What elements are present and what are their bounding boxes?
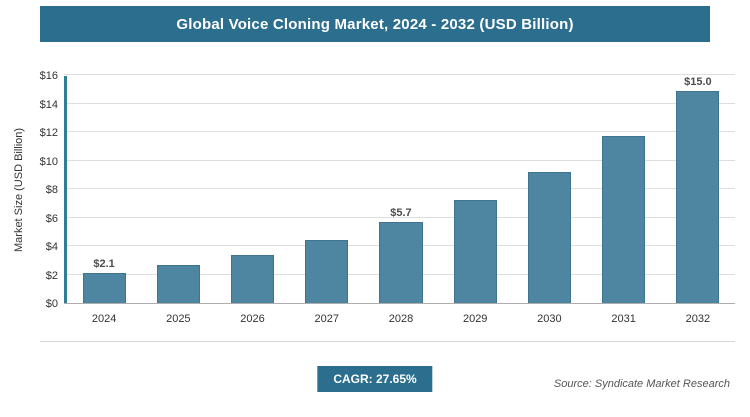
- bar-2030: [527, 171, 571, 303]
- bar-column-2026: [215, 76, 289, 303]
- page-title: Global Voice Cloning Market, 2024 - 2032…: [176, 15, 574, 33]
- y-tick-label: $8: [45, 184, 58, 196]
- y-axis-ticks: $0 $2 $4 $6 $8 $10 $12 $14 $16: [28, 70, 64, 310]
- plot-area: $2.1 $5.7 $15.0: [64, 74, 735, 304]
- bar-column-2024: $2.1: [67, 76, 141, 303]
- chart-title-banner: Global Voice Cloning Market, 2024 - 2032…: [40, 6, 710, 42]
- y-axis-title: Market Size (USD Billion): [13, 127, 25, 253]
- bar-2026: [231, 254, 275, 303]
- y-tick-label: $12: [39, 127, 58, 139]
- bar-2031: [602, 136, 646, 303]
- bar-2032: [676, 91, 720, 303]
- gridline: [64, 74, 735, 75]
- bar-column-2025: [141, 76, 215, 303]
- bar-column-2028: $5.7: [364, 76, 438, 303]
- x-tick-label-2032: 2032: [685, 313, 711, 325]
- bar-2028: [379, 221, 423, 303]
- plot-column: $2.1 $5.7 $15.0 2024 2025 2026 2027 2028 2029 20…: [64, 74, 735, 325]
- bar-chart: Market Size (USD Billion) $0 $2 $4 $6 $8 $10 $…: [10, 70, 735, 325]
- bar-2025: [156, 264, 200, 303]
- bars-container: $2.1 $5.7 $15.0: [67, 76, 735, 303]
- cagr-badge: CAGR: 27.65%: [317, 366, 433, 392]
- y-tick-label: $0: [45, 298, 58, 310]
- gridline: [64, 216, 735, 218]
- bar-2027: [305, 240, 349, 303]
- bar-column-2029: [438, 76, 512, 303]
- bar-column-2032: $15.0: [661, 76, 735, 303]
- x-tick-label-2029: 2029: [462, 313, 488, 325]
- gridline: [64, 102, 735, 104]
- bar-2029: [453, 200, 497, 303]
- bar-column-2031: [587, 76, 661, 303]
- y-tick-label: $14: [39, 98, 58, 111]
- gridline: [64, 131, 735, 132]
- x-axis-labels: 2024 2025 2026 2027 2028 2029 2030 2031 2032: [67, 313, 735, 325]
- y-tick-label: $6: [45, 212, 58, 225]
- chart-body: $0 $2 $4 $6 $8 $10 $12 $14 $16 $2.1 $5.7 $15.0 202…: [28, 70, 735, 325]
- y-axis-line: [64, 76, 67, 303]
- x-tick-label-2026: 2026: [240, 313, 265, 325]
- bar-value-label: $2.1: [93, 258, 115, 271]
- y-tick-label: $4: [45, 241, 58, 253]
- x-tick-label-2028: 2028: [388, 313, 414, 325]
- horizontal-divider: [40, 341, 735, 342]
- bar-column-2027: [290, 76, 364, 303]
- x-tick-label-2027: 2027: [314, 313, 339, 325]
- bar-2024: [82, 273, 126, 303]
- gridline: [64, 159, 735, 161]
- gridline: [64, 188, 735, 189]
- bar-value-label: $15.0: [684, 76, 712, 88]
- x-tick-label-2025: 2025: [166, 313, 191, 325]
- y-tick-label: $10: [39, 155, 58, 168]
- bar-column-2030: [512, 76, 586, 303]
- x-tick-label-2024: 2024: [91, 313, 117, 325]
- x-tick-label-2031: 2031: [611, 313, 636, 325]
- source-attribution: Source: Syndicate Market Research: [553, 378, 730, 390]
- y-tick-label: $2: [45, 269, 58, 282]
- y-tick-label: $16: [39, 70, 58, 82]
- x-tick-label-2030: 2030: [537, 313, 562, 325]
- bar-value-label: $5.7: [390, 206, 412, 219]
